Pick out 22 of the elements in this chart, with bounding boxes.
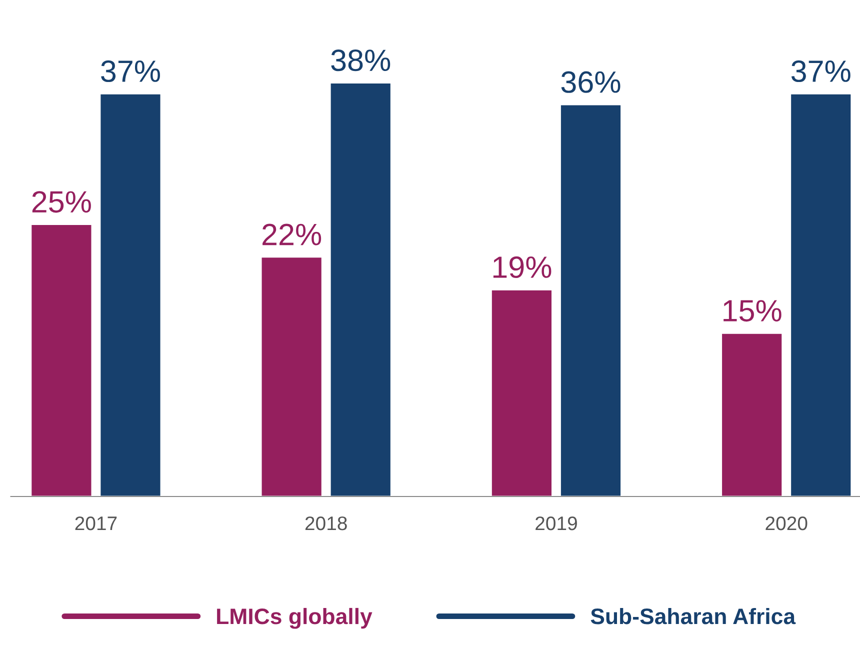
bar [329,82,392,496]
text: Sub-Saharan Africa [590,608,796,624]
bar [790,92,852,496]
data-label: 38% [331,50,390,72]
bar [99,92,162,496]
data-label: 19% [493,256,552,278]
data-label: 37% [791,60,850,82]
data-label: 15% [724,300,782,322]
bar [720,332,784,496]
bar [260,256,323,496]
x-tick-label: 2019 [536,516,577,530]
text: LMICs globally [217,608,372,629]
data-label: 25% [32,191,91,213]
data-label: 36% [561,71,620,93]
bar [490,288,553,496]
data-label: 22% [262,224,322,246]
x-tick-label: 2018 [305,516,347,530]
bar [560,104,622,496]
bar [30,224,93,496]
data-label: 37% [101,60,160,82]
x-tick-label: 2020 [766,516,808,530]
x-tick-label: 2017 [75,516,117,530]
